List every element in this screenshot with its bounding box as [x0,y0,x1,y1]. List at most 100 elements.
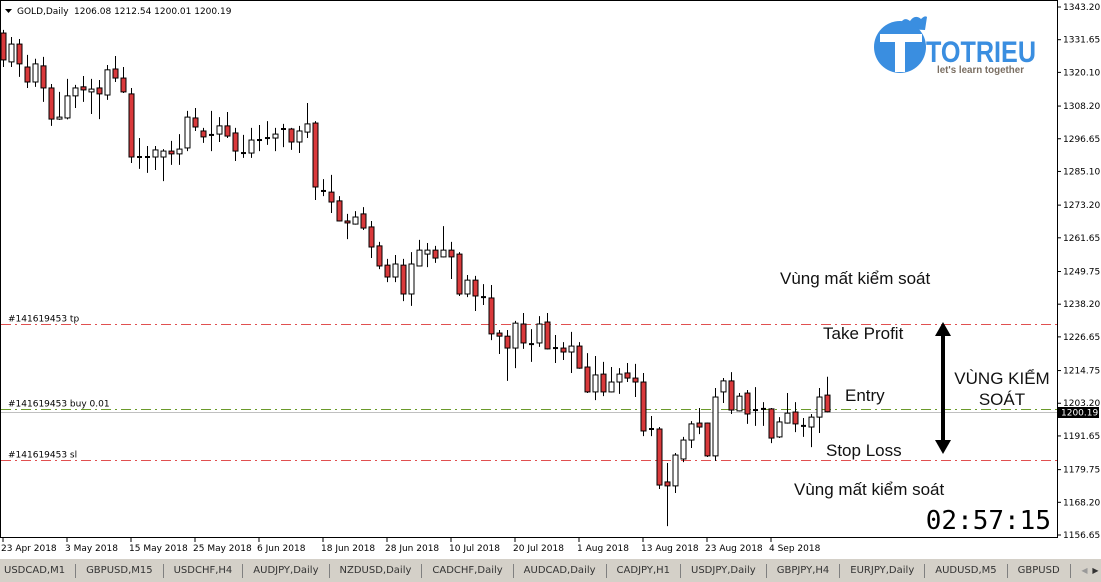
candle-body-down [0,32,7,61]
candle-body-down [728,380,735,411]
candle [481,284,486,306]
candle [720,378,727,403]
candle [600,361,607,397]
candle [704,422,711,458]
candle-body-up [720,380,727,393]
candle [328,174,335,214]
date-tick-label: 28 Jun 2018 [385,544,439,554]
candle [64,78,71,120]
price-tick-label: 1320.10 [1063,68,1100,78]
price-tick-label: 1226.65 [1063,333,1100,343]
chart-tab[interactable]: GBPUSD,M15 [76,563,164,578]
entry-label: Entry [845,386,885,405]
chart-tab[interactable]: CADJPY,H1 [607,563,681,578]
candle-body-down [224,125,231,137]
price-tick-label: 1238.20 [1063,300,1100,310]
candle [472,275,479,311]
candle [736,393,743,412]
price-tick-label: 1285.10 [1063,167,1100,177]
scroll-left-icon[interactable]: ◀ [1081,566,1088,575]
chart-menu-triangle-icon[interactable] [5,9,12,13]
candle [376,241,383,270]
candle [160,149,167,182]
candle [824,376,831,413]
candle-body-down [824,394,831,413]
chart-tab[interactable]: AUDUSD,M5 [925,563,1008,578]
date-tick-label: 23 Aug 2018 [705,544,763,554]
chart-tab[interactable]: GBPJPY,H4 [767,563,841,578]
chart-tab[interactable]: EURJPY,Daily [840,563,926,578]
candle [520,312,527,349]
candle [352,211,359,225]
candle [296,125,303,154]
candle [529,329,534,362]
date-tick-label: 15 May 2018 [129,544,188,554]
chart-tab[interactable]: AUDJPY,Daily [243,563,330,578]
candle [96,80,103,120]
candle [24,54,31,88]
candle-body-down [48,87,55,120]
candle [656,427,663,490]
scroll-right-icon[interactable]: ▶ [1092,566,1099,575]
candle [104,65,111,100]
candle [257,125,262,152]
sl-line-label: #141619453 sl [8,451,77,461]
candle-body-down [792,411,799,425]
candle [80,76,87,102]
candle-body-down [360,213,367,229]
candle-body-up [32,63,39,83]
candle-body-down [768,408,775,439]
candle-body-up [776,421,783,438]
chart-tab[interactable]: CADCHF,Daily [422,563,514,578]
candle [808,414,815,448]
candle-body-up [688,423,695,441]
price-tick-label: 1296.65 [1063,135,1100,145]
candle [712,387,719,461]
chart-tab[interactable]: USDJPY,Daily [681,563,767,578]
lower-zone-label: Vùng mất kiểm soát [794,480,945,499]
chart-tab[interactable]: NZDUSD,Daily [330,563,423,578]
candle-body-down [328,191,335,203]
candle [248,127,255,158]
price-tick-label: 1308.20 [1063,102,1100,112]
chart-tab[interactable]: USDCHF,H4 [164,563,244,578]
logo-tagline: let's learn together [937,65,1024,76]
chart-tab[interactable]: USDCAD,M1 [0,563,77,578]
entry-line-label: #141619453 buy 0.01 [8,400,110,410]
candle [784,393,791,424]
price-tick-label: 1331.65 [1063,36,1100,46]
chart-tab[interactable]: AUDCAD,Daily [514,563,607,578]
candle-body-up [712,396,719,457]
current-price-tag: 1200.19 [1058,407,1099,419]
candle [608,367,615,393]
candle-body-down [376,245,383,267]
candle-body-up [176,148,183,155]
candle-body-up [248,139,255,154]
candle-body-down [448,249,455,258]
price-chart[interactable]: 1343.20 1331.65 1320.10 1308.20 1296.65 1285.… [0,0,1101,557]
candle [128,87,135,163]
candle [304,102,311,139]
price-tick-label: 1273.20 [1063,201,1100,211]
candle-body-up [808,416,815,428]
candle [176,134,183,165]
chart-tab[interactable]: GBPUSD [1008,563,1071,578]
candle-body-down [80,86,87,91]
candle-body-up [56,116,63,120]
candle [584,353,591,394]
candle [368,220,375,259]
candle [544,312,551,350]
candle [8,37,15,68]
candle [137,138,142,169]
candle-body-down [312,122,319,188]
current-price-value: 1200.19 [1061,409,1098,419]
candle [56,91,63,120]
candle-body-up [592,374,599,393]
candle [321,179,326,197]
candle-body-down [368,226,375,248]
candle-body-up [672,454,679,487]
candle [568,331,575,373]
candle [312,121,319,201]
candle-body-down [40,65,47,89]
candle-body-down [456,253,463,295]
